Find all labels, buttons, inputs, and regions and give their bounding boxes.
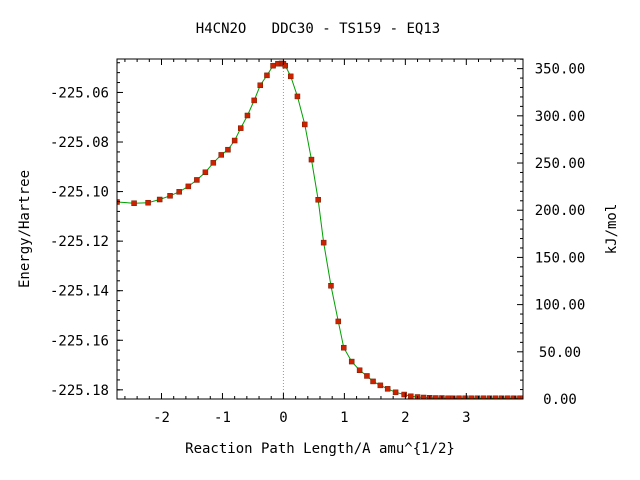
data-point	[194, 177, 200, 183]
data-point	[328, 283, 334, 289]
data-point	[244, 112, 251, 119]
data-point	[320, 239, 327, 246]
y-tick-label: -225.06	[50, 85, 109, 101]
y2-tick-label: 50.00	[539, 345, 581, 361]
x-tick-label: 3	[462, 410, 470, 426]
data-point	[131, 200, 137, 206]
data-point	[231, 137, 238, 144]
data-point	[176, 189, 182, 195]
data-point	[210, 160, 217, 166]
data-point	[364, 373, 370, 379]
x-tick-label: 2	[401, 410, 409, 426]
data-point	[167, 193, 173, 199]
data-point	[185, 183, 192, 190]
y-tick-label: -225.10	[50, 185, 109, 201]
data-point	[377, 382, 384, 389]
data-point	[505, 395, 511, 399]
data-point	[202, 169, 209, 175]
data-point	[474, 395, 481, 399]
x-axis-label: Reaction Path Length/A amu^{1/2}	[185, 441, 455, 457]
data-point	[264, 72, 270, 79]
data-point	[401, 391, 407, 398]
data-point	[251, 97, 257, 104]
data-point	[302, 121, 308, 128]
x-tick-label: -1	[214, 410, 231, 426]
data-point	[218, 152, 224, 158]
y-tick-label: -225.14	[50, 284, 109, 300]
data-point	[392, 389, 399, 396]
data-point	[433, 395, 439, 399]
x-tick-label: -2	[153, 410, 170, 426]
data-point	[282, 62, 288, 69]
data-point	[498, 395, 505, 399]
data-point	[450, 395, 456, 399]
data-point	[335, 318, 342, 325]
y2-tick-label: 0.00	[543, 392, 577, 408]
data-point	[145, 199, 151, 206]
y-tick-label: -225.18	[50, 383, 109, 399]
data-point	[341, 344, 347, 351]
plot-frame	[116, 58, 524, 400]
y2-tick-label: 300.00	[535, 109, 586, 125]
energy-curve	[117, 62, 523, 399]
data-point	[270, 62, 276, 69]
data-point	[492, 395, 499, 399]
data-point	[384, 386, 391, 392]
data-point	[520, 395, 523, 399]
data-point	[408, 393, 414, 399]
data-point	[308, 156, 315, 163]
y-tick-label: -225.12	[50, 234, 109, 250]
data-point	[420, 394, 427, 399]
data-point	[480, 395, 487, 399]
data-point	[238, 125, 244, 131]
data-point	[287, 73, 294, 80]
y2-tick-label: 200.00	[535, 203, 586, 219]
data-point	[356, 367, 363, 373]
y2-axis-label: kJ/mol	[604, 204, 620, 255]
chart-title: H4CN2O DDC30 - TS159 - EQ13	[196, 21, 440, 37]
data-point	[348, 358, 355, 365]
y-tick-label: -225.08	[50, 135, 109, 151]
data-point	[511, 395, 517, 399]
data-point	[468, 395, 474, 399]
data-point	[315, 197, 321, 203]
y2-tick-label: 150.00	[535, 250, 586, 266]
data-point	[486, 395, 493, 399]
data-point	[257, 82, 264, 89]
data-point	[294, 93, 301, 100]
data-point	[156, 196, 163, 203]
y-tick-label: -225.16	[50, 333, 109, 349]
y2-tick-label: 100.00	[535, 298, 586, 314]
data-point	[370, 378, 376, 385]
x-tick-label: 1	[340, 410, 348, 426]
data-point	[456, 395, 462, 399]
y2-tick-label: 350.00	[535, 62, 586, 78]
data-point	[445, 395, 451, 399]
y-axis-label: Energy/Hartree	[17, 170, 33, 288]
x-tick-label: 0	[279, 410, 287, 426]
data-point	[462, 395, 468, 399]
data-point	[225, 146, 231, 153]
y2-tick-label: 250.00	[535, 156, 586, 172]
